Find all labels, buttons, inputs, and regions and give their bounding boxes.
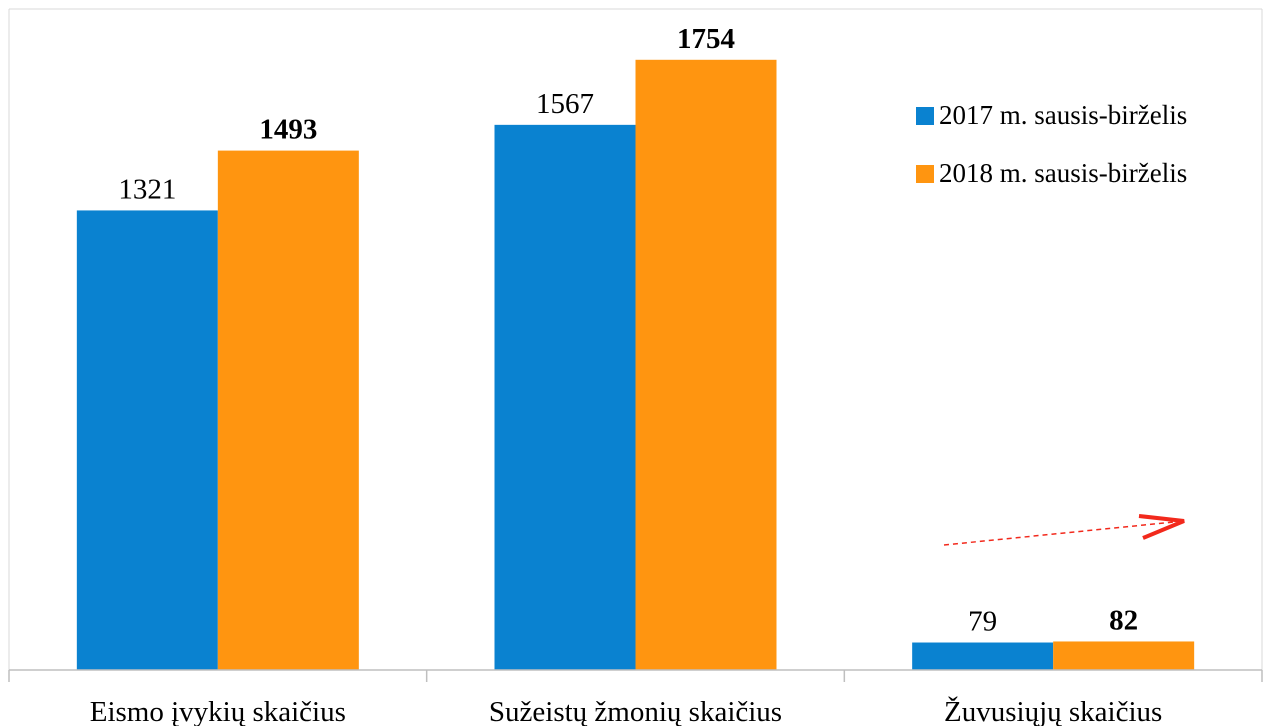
trend-arrow-head xyxy=(1138,514,1185,540)
data-label-1-1: 1321 xyxy=(118,173,176,205)
data-label-2-1: 1493 xyxy=(259,114,317,146)
legend-swatch-2 xyxy=(916,165,934,183)
bar-1-1 xyxy=(76,210,218,671)
data-label-2-3: 82 xyxy=(1109,604,1138,636)
legend-swatch-1 xyxy=(916,107,934,125)
bar-1-3 xyxy=(912,642,1054,670)
legend: 2017 m. sausis-birželis 2018 m. sausis-bi… xyxy=(916,100,1187,188)
category-labels-group: Eismo įvykių skaičius Sužeistų žmonių ska… xyxy=(90,695,1163,726)
bar-2-3 xyxy=(1053,641,1195,670)
x-axis-ticks xyxy=(8,670,1263,682)
bar-2-2 xyxy=(635,59,777,671)
data-label-2-2: 1754 xyxy=(677,23,735,55)
trend-arrow-annotation xyxy=(943,514,1185,546)
data-label-1-3: 79 xyxy=(968,606,997,638)
legend-label-2: 2018 m. sausis-birželis xyxy=(939,158,1187,188)
bar-2-1 xyxy=(217,150,359,671)
category-label-1: Eismo įvykių skaičius xyxy=(90,696,346,726)
bar-1-2 xyxy=(494,124,636,671)
bars-group xyxy=(76,59,1195,671)
legend-label-1: 2017 m. sausis-birželis xyxy=(939,100,1187,130)
trend-arrow-dashed-line xyxy=(943,520,1185,546)
value-labels-group: 1321 1493 1567 1754 79 82 xyxy=(118,23,1138,638)
category-label-3: Žuvusiųjų skaičius xyxy=(944,695,1162,726)
data-label-1-2: 1567 xyxy=(536,88,594,120)
category-label-2: Sužeistų žmonių skaičius xyxy=(489,696,782,726)
